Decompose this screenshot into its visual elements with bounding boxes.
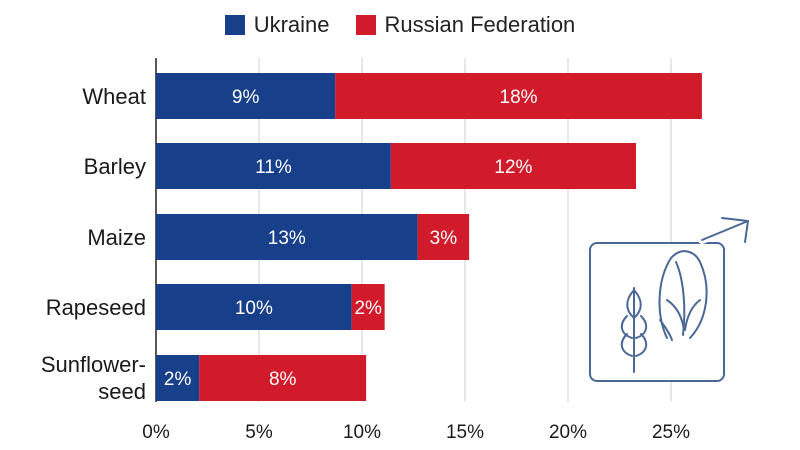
- legend-label-russian-federation: Russian Federation: [384, 12, 576, 37]
- category-label-line: Rapeseed: [45, 294, 146, 320]
- x-tick-label: 25%: [651, 422, 691, 443]
- bar-russian-federation: [335, 73, 702, 119]
- category-label: Barley: [84, 153, 146, 180]
- bar-russian-federation: [390, 143, 636, 189]
- bar-ukraine: [156, 143, 391, 189]
- category-label: Maize: [87, 224, 146, 251]
- category-label: Rapeseed: [46, 294, 146, 321]
- bar-value-label: 3%: [430, 228, 458, 249]
- category-label-line: Wheat: [82, 83, 146, 109]
- bar-value-label: 2%: [164, 369, 192, 390]
- x-tick-label: 10%: [342, 422, 382, 443]
- bar-ukraine: [156, 355, 200, 401]
- category-label-line: Sunflower-: [40, 352, 146, 377]
- legend-item-ukraine: Ukraine: [224, 12, 330, 38]
- bar-ukraine: [156, 284, 352, 330]
- bar-value-label: 12%: [494, 157, 532, 178]
- bar-russian-federation: [417, 214, 470, 260]
- bar-value-label: 11%: [255, 157, 292, 178]
- legend-swatch-ukraine: [224, 15, 245, 35]
- category-label-line: Barley: [83, 153, 146, 179]
- x-tick-label: 15%: [445, 422, 485, 443]
- bar-value-label: 10%: [235, 298, 273, 319]
- legend: Ukraine Russian Federation: [0, 12, 800, 38]
- bar-value-label: 13%: [268, 228, 306, 249]
- bar-value-label: 9%: [232, 87, 260, 108]
- category-label: Wheat: [82, 83, 146, 110]
- legend-label-ukraine: Ukraine: [253, 12, 330, 37]
- legend-item-russian-federation: Russian Federation: [355, 12, 576, 38]
- bar-ukraine: [156, 73, 336, 119]
- bars: 9% 18% 11% 12% 13% 3% 10% 2% 2% 8%: [156, 73, 702, 401]
- x-tick-label: 5%: [245, 422, 273, 443]
- bar-value-label: 18%: [500, 87, 538, 108]
- bar-value-label: 8%: [269, 369, 297, 390]
- bar-russian-federation: [199, 355, 367, 401]
- category-label: Sunflower-seed: [41, 351, 146, 405]
- bar-ukraine: [156, 214, 418, 260]
- x-tick-label: 0%: [142, 422, 170, 443]
- bar-value-label: 2%: [354, 298, 382, 319]
- bar-russian-federation: [351, 284, 385, 330]
- legend-swatch-russian-federation: [355, 15, 376, 35]
- x-tick-label: 20%: [548, 422, 588, 443]
- wheat-and-corn-growth-icon: [589, 217, 752, 382]
- category-label-line: Maize: [87, 224, 146, 250]
- category-label-line: seed: [98, 379, 146, 404]
